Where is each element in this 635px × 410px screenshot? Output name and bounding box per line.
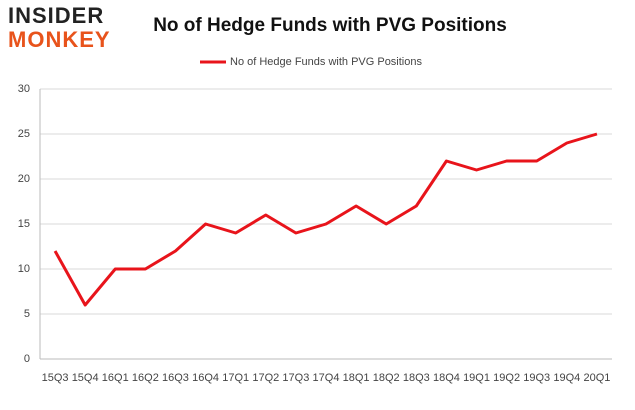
logo-bottom: MONKEY [8, 27, 111, 52]
y-tick-label: 20 [18, 173, 30, 185]
y-tick-label: 15 [18, 218, 30, 230]
y-tick-label: 10 [18, 263, 30, 275]
y-tick-label: 5 [24, 308, 30, 320]
x-tick-label: 18Q4 [433, 372, 460, 384]
x-tick-label: 15Q3 [42, 372, 69, 384]
x-tick-label: 16Q3 [162, 372, 189, 384]
x-tick-label: 17Q3 [282, 372, 309, 384]
y-tick-label: 0 [24, 353, 30, 365]
x-tick-label: 17Q2 [252, 372, 279, 384]
x-tick-label: 17Q4 [313, 372, 340, 384]
chart-title: No of Hedge Funds with PVG Positions [153, 15, 507, 36]
x-tick-label: 19Q3 [523, 372, 550, 384]
x-tick-label: 16Q2 [132, 372, 159, 384]
x-tick-label: 18Q3 [403, 372, 430, 384]
x-tick-label: 17Q1 [222, 372, 249, 384]
x-tick-label: 18Q1 [343, 372, 370, 384]
x-tick-label: 19Q2 [493, 372, 520, 384]
x-tick-label: 19Q4 [553, 372, 580, 384]
logo-top: INSIDER [8, 3, 104, 28]
x-tick-label: 18Q2 [373, 372, 400, 384]
x-tick-label: 16Q1 [102, 372, 129, 384]
x-tick-label: 16Q4 [192, 372, 219, 384]
x-tick-label: 20Q1 [583, 372, 610, 384]
line-series [53, 132, 598, 307]
x-tick-label: 19Q1 [463, 372, 490, 384]
legend-label: No of Hedge Funds with PVG Positions [230, 56, 422, 68]
y-tick-label: 25 [18, 128, 30, 140]
y-tick-label: 30 [18, 83, 30, 95]
x-tick-label: 15Q4 [72, 372, 99, 384]
